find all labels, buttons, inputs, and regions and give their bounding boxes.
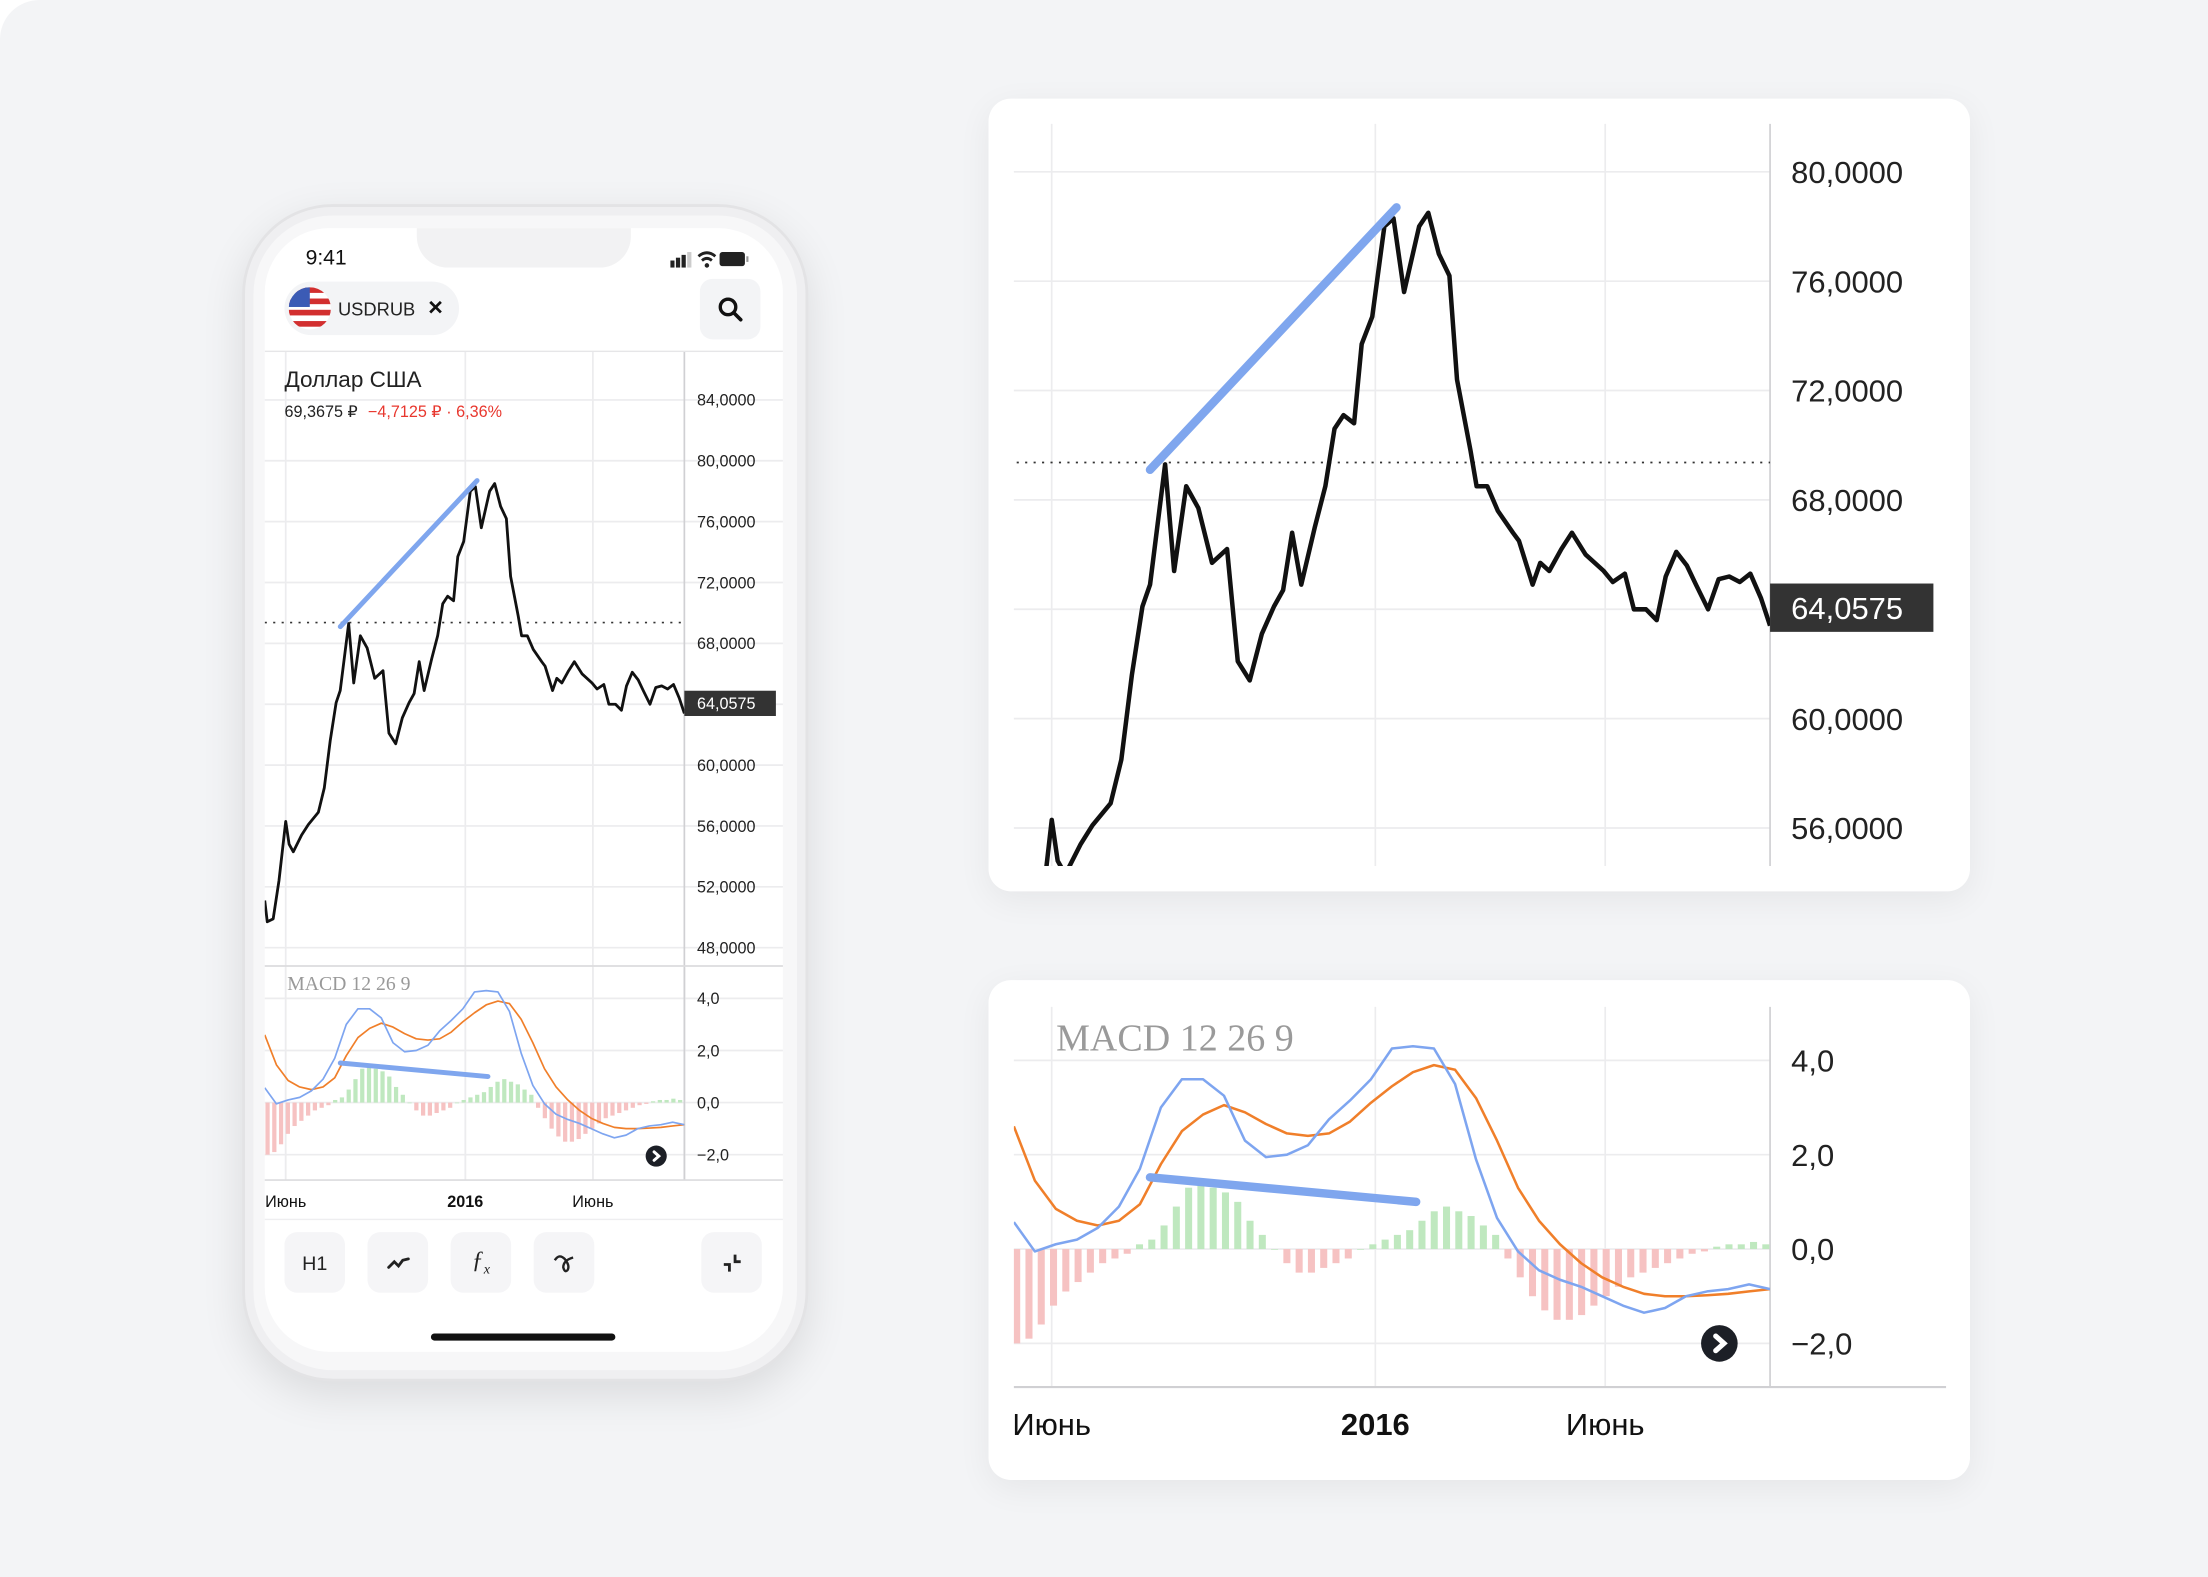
wifi-icon (697, 251, 717, 268)
home-indicator[interactable] (430, 1333, 616, 1341)
chart-type-button[interactable] (367, 1232, 429, 1293)
phone-macd-label: MACD 12 26 9 (287, 974, 411, 996)
drawing-tool-icon (553, 1254, 573, 1272)
ticker-chip[interactable]: USDRUB × (284, 281, 460, 336)
us-flag-icon (288, 287, 331, 330)
ticker-label: USDRUB (337, 298, 416, 320)
detail-macd-label: MACD 12 26 9 (1056, 1016, 1294, 1059)
status-icons (670, 251, 749, 268)
instrument-change: −4,7125 ₽ · 6,36% (367, 404, 503, 422)
phone-screen: 9:41 USDRUB × (264, 228, 783, 1352)
instrument-price-row: 69,3675 ₽ −4,7125 ₽ · 6,36% (284, 401, 502, 421)
search-icon (717, 296, 742, 321)
instrument-price: 69,3675 ₽ (284, 404, 358, 422)
collapse-button[interactable] (701, 1232, 762, 1293)
cellular-signal-icon (670, 252, 692, 268)
battery-icon (719, 252, 749, 267)
line-chart-icon (386, 1256, 410, 1269)
price-detail-card (988, 98, 1971, 892)
interval-button[interactable]: H1 (284, 1232, 345, 1293)
indicators-button[interactable]: ƒx (450, 1232, 512, 1293)
close-icon[interactable]: × (428, 292, 443, 322)
drawing-button[interactable] (533, 1232, 595, 1293)
search-button[interactable] (699, 278, 761, 340)
status-time: 9:41 (305, 246, 347, 271)
interval-label: H1 (302, 1251, 328, 1274)
collapse-icon (723, 1253, 740, 1271)
instrument-name: Доллар США (284, 368, 422, 393)
header-divider (264, 350, 783, 353)
notch (416, 228, 631, 268)
function-fx-icon: ƒx (471, 1246, 490, 1279)
